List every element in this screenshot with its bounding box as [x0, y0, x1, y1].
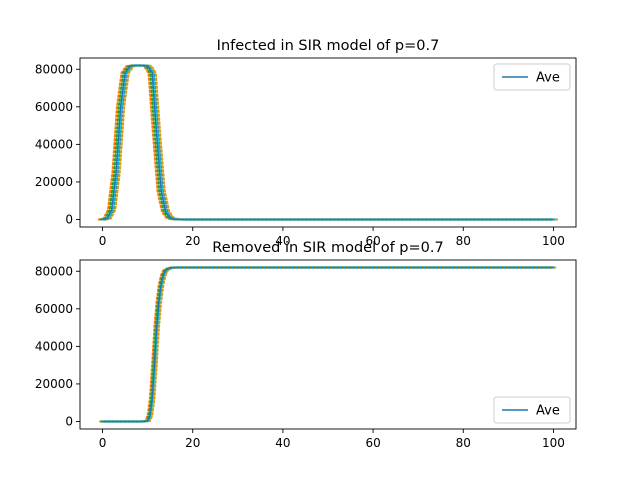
removed-x-tick-label: 20: [185, 436, 200, 450]
removed-y-tick-label: 80000: [35, 264, 73, 278]
removed-average-line: [102, 266, 554, 423]
infected-y-tick-label: 20000: [35, 175, 73, 189]
infected-legend-label: Ave: [536, 71, 560, 86]
infected-x-tick-label: 40: [275, 234, 290, 248]
infected-y-tick-label: 60000: [35, 100, 73, 114]
infected-x-tick-label: 20: [185, 234, 200, 248]
removed-x-tick-label: 40: [275, 436, 290, 450]
infected-x-tick-label: 100: [542, 234, 565, 248]
infected-y-tick-label: 40000: [35, 137, 73, 151]
removed-axes-frame: [79, 259, 577, 430]
removed-legend-box: [493, 396, 571, 424]
infected-x-tick-label: 60: [365, 234, 380, 248]
removed-chart-title: Removed in SIR model of p=0.7: [212, 240, 443, 256]
infected-legend: Ave: [493, 63, 571, 91]
removed-subplot: Removed in SIR model of p=0.7 0 20 40 60 80 10…: [35, 240, 577, 450]
infected-x-tick-label: 0: [99, 234, 107, 248]
removed-legend: Ave: [493, 396, 571, 424]
infected-legend-box: [493, 63, 571, 91]
infected-x-tick-label: 80: [456, 234, 471, 248]
removed-x-tick-label: 60: [365, 436, 380, 450]
infected-chart-title: Infected in SIR model of p=0.7: [217, 38, 440, 54]
removed-x-tick-label: 100: [542, 436, 565, 450]
removed-x-tick-label: 80: [456, 436, 471, 450]
removed-x-tick-label: 0: [99, 436, 107, 450]
removed-y-tick-label: 0: [65, 414, 73, 428]
removed-y-tick-label: 60000: [35, 302, 73, 316]
removed-legend-label: Ave: [536, 404, 560, 419]
infected-axes-frame: [79, 57, 577, 228]
infected-y-tick-label: 80000: [35, 62, 73, 76]
removed-y-tick-label: 20000: [35, 377, 73, 391]
infected-subplot: Infected in SIR model of p=0.7 0 20 40 60 80 1…: [35, 38, 577, 248]
infected-average-line: [102, 64, 554, 221]
infected-y-tick-label: 0: [65, 212, 73, 226]
removed-y-tick-label: 40000: [35, 339, 73, 353]
